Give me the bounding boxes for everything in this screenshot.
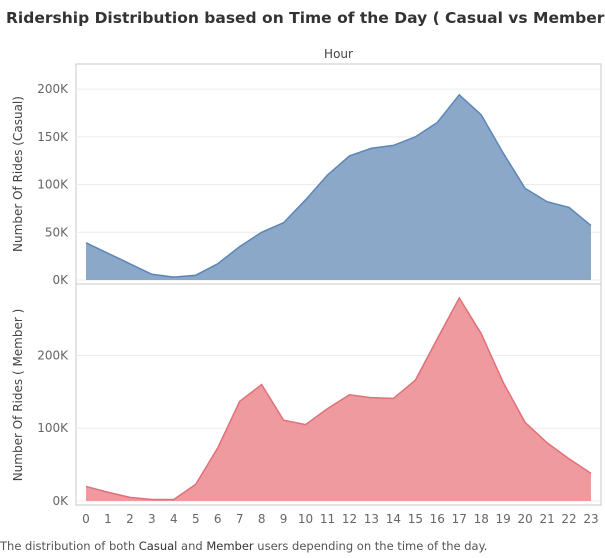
member-panel: 0K 100K 200K Number Of Rides ( Member ) [11, 283, 602, 508]
y-axis-label: Number Of Rides ( Member ) [11, 309, 25, 482]
x-tick-label: 1 [104, 512, 112, 526]
y-axis-label: Number Of Rides (Casual) [11, 96, 25, 252]
x-tick-label: 11 [320, 512, 335, 526]
y-tick-label: 150K [37, 130, 69, 144]
x-axis-title: Hour [324, 47, 353, 61]
x-tick-label: 4 [170, 512, 178, 526]
y-tick-label: 50K [45, 225, 69, 239]
x-tick-label: 16 [430, 512, 445, 526]
caption-suffix: users depending on the time of the day. [253, 539, 488, 553]
x-tick-label: 5 [192, 512, 200, 526]
caption-casual: Casual [138, 539, 178, 553]
x-tick-label: 7 [236, 512, 244, 526]
x-tick-label: 12 [342, 512, 357, 526]
x-tick-label: 2 [126, 512, 134, 526]
x-tick-label: 13 [364, 512, 379, 526]
y-tick-label: 100K [37, 421, 69, 435]
x-tick-label: 14 [386, 512, 401, 526]
y-tick-label: 0K [52, 273, 69, 287]
x-tick-label: 19 [496, 512, 511, 526]
casual-area [86, 94, 591, 281]
x-tick-label: 10 [298, 512, 313, 526]
y-tick-label: 200K [37, 82, 69, 96]
x-tick-label: 17 [452, 512, 467, 526]
casual-line [85, 93, 592, 278]
caption-member: Member [206, 539, 254, 553]
x-tick-label: 15 [408, 512, 423, 526]
member-area [86, 298, 591, 501]
y-tick-label: 100K [37, 178, 69, 192]
member-line [85, 296, 592, 501]
casual-panel: 0K 50K 100K 150K 200K Number Of Rides (Casual… [11, 63, 602, 287]
x-tick-label: 23 [583, 512, 598, 526]
x-tick-label: 9 [280, 512, 288, 526]
y-tick-label: 0K [52, 494, 69, 508]
x-tick-label: 20 [517, 512, 532, 526]
x-tick-label: 18 [474, 512, 489, 526]
x-tick-label: 3 [148, 512, 156, 526]
x-tick-label: 22 [561, 512, 576, 526]
x-tick-label: 6 [214, 512, 222, 526]
y-tick-label: 200K [37, 348, 69, 362]
chart-title: Ridership Distribution based on Time of … [6, 9, 605, 27]
x-tick-label: 21 [539, 512, 554, 526]
x-tick-label: 8 [258, 512, 266, 526]
caption-prefix: The distribution of both [0, 539, 139, 553]
caption-and: and [177, 539, 207, 553]
x-tick-label: 0 [82, 512, 90, 526]
chart-caption: The distribution of both Casual and Memb… [0, 539, 487, 553]
